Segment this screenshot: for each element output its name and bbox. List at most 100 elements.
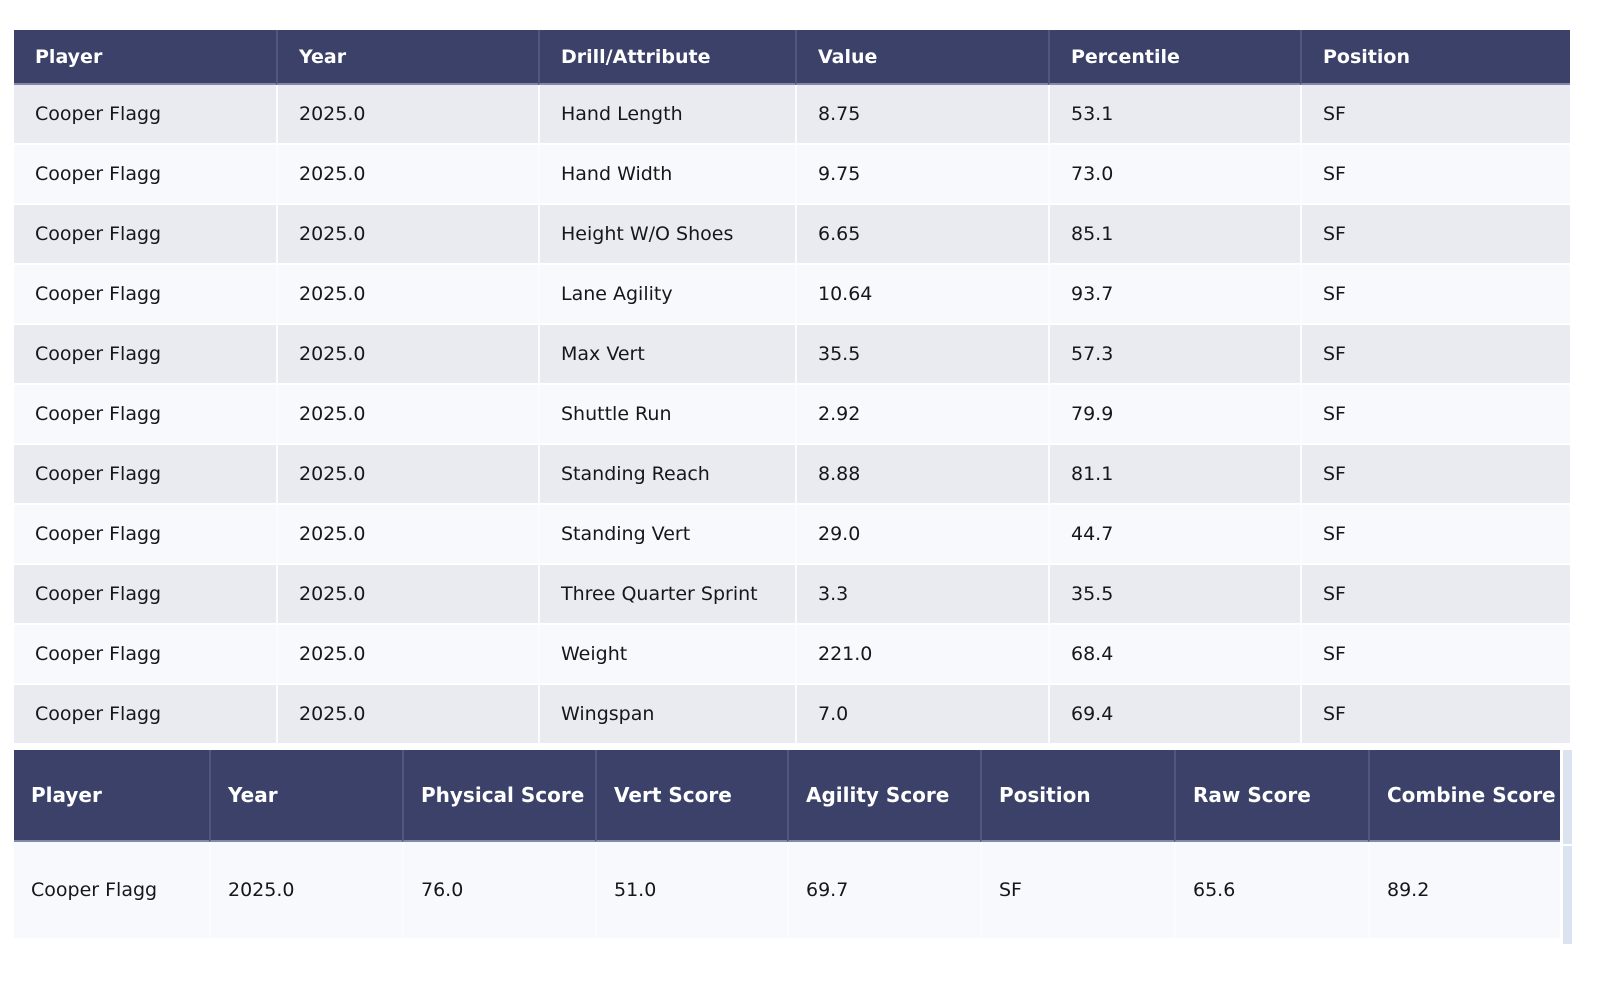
cell-drill-attribute: Max Vert (538, 325, 795, 385)
cell-player: Cooper Flagg (14, 145, 276, 205)
cell-value: 221.0 (795, 625, 1048, 685)
cell-vert-score: 51.0 (595, 842, 787, 940)
cell-value: 3.3 (795, 565, 1048, 625)
table-row: Cooper Flagg 2025.0 Max Vert 35.5 57.3 SF (14, 325, 1570, 385)
cell-percentile: 35.5 (1048, 565, 1300, 625)
cell-drill-attribute: Standing Vert (538, 505, 795, 565)
cell-percentile: 93.7 (1048, 265, 1300, 325)
cell-player: Cooper Flagg (14, 565, 276, 625)
cell-year: 2025.0 (276, 625, 538, 685)
table-row: Cooper Flagg 2025.0 Lane Agility 10.64 93.7 S… (14, 265, 1570, 325)
cell-percentile: 85.1 (1048, 205, 1300, 265)
cell-position: SF (1300, 85, 1570, 145)
cell-player: Cooper Flagg (14, 325, 276, 385)
table-row: Cooper Flagg 2025.0 Weight 221.0 68.4 SF (14, 625, 1570, 685)
cell-value: 10.64 (795, 265, 1048, 325)
column-header-year: Year (209, 750, 402, 842)
cell-position: SF (1300, 565, 1570, 625)
cell-year: 2025.0 (209, 842, 402, 940)
cell-year: 2025.0 (276, 145, 538, 205)
table-row: Cooper Flagg 2025.0 Three Quarter Sprint 3.… (14, 565, 1570, 625)
column-header-player: Player (14, 30, 276, 85)
scores-table-region: Player Year Physical Score Vert Score Agilit… (14, 750, 1614, 944)
drills-header-row: Player Year Drill/Attribute Value Percentile… (14, 30, 1570, 85)
cell-value: 35.5 (795, 325, 1048, 385)
cell-player: Cooper Flagg (14, 265, 276, 325)
cell-percentile: 57.3 (1048, 325, 1300, 385)
column-header-combine-score: Combine Score (1368, 750, 1560, 842)
column-header-year: Year (276, 30, 538, 85)
cell-position: SF (1300, 145, 1570, 205)
cell-position: SF (1300, 505, 1570, 565)
cell-position: SF (1300, 445, 1570, 505)
column-header-position: Position (980, 750, 1174, 842)
table-row: Cooper Flagg 2025.0 Shuttle Run 2.92 79.9 SF (14, 385, 1570, 445)
clipped-column-header-fragment (1563, 750, 1572, 844)
scores-table: Player Year Physical Score Vert Score Agilit… (14, 750, 1560, 940)
column-header-raw-score: Raw Score (1174, 750, 1368, 842)
clipped-column-cell-fragment (1563, 846, 1572, 944)
column-header-physical-score: Physical Score (402, 750, 595, 842)
cell-year: 2025.0 (276, 565, 538, 625)
cell-physical-score: 76.0 (402, 842, 595, 940)
cell-percentile: 73.0 (1048, 145, 1300, 205)
cell-year: 2025.0 (276, 385, 538, 445)
table-row: Cooper Flagg 2025.0 76.0 51.0 69.7 SF 65.6 89.2 (14, 842, 1560, 940)
cell-drill-attribute: Lane Agility (538, 265, 795, 325)
cell-position: SF (1300, 205, 1570, 265)
cell-value: 9.75 (795, 145, 1048, 205)
cell-percentile: 44.7 (1048, 505, 1300, 565)
cell-value: 6.65 (795, 205, 1048, 265)
cell-percentile: 68.4 (1048, 625, 1300, 685)
cell-percentile: 81.1 (1048, 445, 1300, 505)
cell-raw-score: 65.6 (1174, 842, 1368, 940)
scores-header-row: Player Year Physical Score Vert Score Agilit… (14, 750, 1560, 842)
clipped-column-strip (1563, 750, 1572, 944)
cell-position: SF (1300, 265, 1570, 325)
column-header-player: Player (14, 750, 209, 842)
cell-year: 2025.0 (276, 265, 538, 325)
cell-value: 2.92 (795, 385, 1048, 445)
cell-player: Cooper Flagg (14, 842, 209, 940)
cell-year: 2025.0 (276, 445, 538, 505)
cell-value: 8.75 (795, 85, 1048, 145)
cell-drill-attribute: Standing Reach (538, 445, 795, 505)
cell-agility-score: 69.7 (787, 842, 980, 940)
cell-year: 2025.0 (276, 205, 538, 265)
table-row: Cooper Flagg 2025.0 Height W/O Shoes 6.65 85… (14, 205, 1570, 265)
cell-value: 7.0 (795, 685, 1048, 745)
cell-player: Cooper Flagg (14, 685, 276, 745)
dataframe-view: Player Year Drill/Attribute Value Percentile… (14, 30, 1614, 944)
cell-drill-attribute: Wingspan (538, 685, 795, 745)
column-header-drill-attribute: Drill/Attribute (538, 30, 795, 85)
cell-player: Cooper Flagg (14, 385, 276, 445)
drills-table: Player Year Drill/Attribute Value Percentile… (14, 30, 1570, 745)
table-row: Cooper Flagg 2025.0 Standing Reach 8.88 81.1… (14, 445, 1570, 505)
drills-table-body: Cooper Flagg 2025.0 Hand Length 8.75 53.1 SF C… (14, 85, 1570, 745)
cell-drill-attribute: Hand Length (538, 85, 795, 145)
column-header-position: Position (1300, 30, 1570, 85)
cell-percentile: 53.1 (1048, 85, 1300, 145)
cell-position: SF (980, 842, 1174, 940)
cell-position: SF (1300, 385, 1570, 445)
column-header-vert-score: Vert Score (595, 750, 787, 842)
cell-player: Cooper Flagg (14, 625, 276, 685)
cell-percentile: 69.4 (1048, 685, 1300, 745)
cell-player: Cooper Flagg (14, 505, 276, 565)
cell-drill-attribute: Shuttle Run (538, 385, 795, 445)
cell-year: 2025.0 (276, 505, 538, 565)
cell-year: 2025.0 (276, 85, 538, 145)
table-row: Cooper Flagg 2025.0 Hand Width 9.75 73.0 SF (14, 145, 1570, 205)
cell-position: SF (1300, 685, 1570, 745)
cell-percentile: 79.9 (1048, 385, 1300, 445)
column-header-agility-score: Agility Score (787, 750, 980, 842)
cell-player: Cooper Flagg (14, 85, 276, 145)
cell-position: SF (1300, 625, 1570, 685)
cell-year: 2025.0 (276, 325, 538, 385)
column-header-percentile: Percentile (1048, 30, 1300, 85)
cell-value: 29.0 (795, 505, 1048, 565)
table-row: Cooper Flagg 2025.0 Hand Length 8.75 53.1 SF (14, 85, 1570, 145)
cell-position: SF (1300, 325, 1570, 385)
cell-drill-attribute: Three Quarter Sprint (538, 565, 795, 625)
cell-combine-score: 89.2 (1368, 842, 1560, 940)
